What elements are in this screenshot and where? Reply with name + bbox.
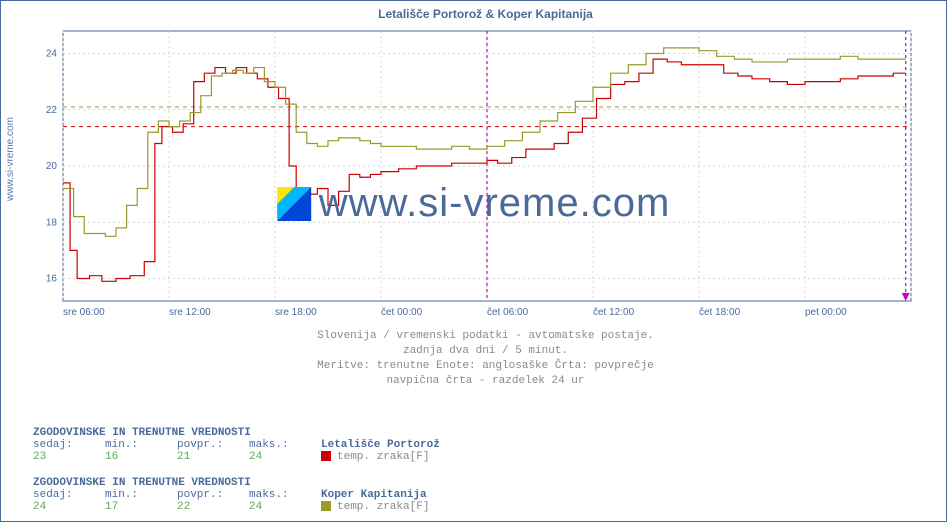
stats-labels-row: sedaj:min.:povpr.:maks.:Letališče Portor… <box>33 439 440 451</box>
stats-values-row: 24172224temp. zraka[F] <box>33 501 429 513</box>
series-name: Letališče Portorož <box>321 439 440 451</box>
stats-block-1: ZGODOVINSKE IN TRENUTNE VREDNOSTIsedaj:m… <box>33 427 440 463</box>
svg-text:sre 06:00: sre 06:00 <box>63 307 105 318</box>
stat-value: 24 <box>33 501 105 513</box>
stat-value: 23 <box>33 451 105 463</box>
stat-value: 24 <box>249 451 321 463</box>
series-sublabel: temp. zraka[F] <box>337 501 429 513</box>
stats-header: ZGODOVINSKE IN TRENUTNE VREDNOSTI <box>33 427 440 439</box>
stat-label: maks.: <box>249 439 321 451</box>
stat-label: min.: <box>105 489 177 501</box>
svg-text:čet 06:00: čet 06:00 <box>487 307 529 318</box>
stat-label: sedaj: <box>33 489 105 501</box>
caption-line: navpična črta - razdelek 24 ur <box>33 374 938 389</box>
svg-text:sre 18:00: sre 18:00 <box>275 307 317 318</box>
stat-label: min.: <box>105 439 177 451</box>
stat-value: 24 <box>249 501 321 513</box>
caption-line: Meritve: trenutne Enote: anglosaške Črta… <box>33 359 938 374</box>
source-url-sidebar: www.si-vreme.com <box>5 117 16 201</box>
svg-text:sre 12:00: sre 12:00 <box>169 307 211 318</box>
series-swatch <box>321 501 331 511</box>
stats-block-2: ZGODOVINSKE IN TRENUTNE VREDNOSTIsedaj:m… <box>33 477 429 513</box>
stat-label: sedaj: <box>33 439 105 451</box>
stat-label: povpr.: <box>177 489 249 501</box>
stats-header: ZGODOVINSKE IN TRENUTNE VREDNOSTI <box>33 477 429 489</box>
stats-labels-row: sedaj:min.:povpr.:maks.:Koper Kapitanija <box>33 489 429 501</box>
stat-value: 16 <box>105 451 177 463</box>
svg-text:pet 00:00: pet 00:00 <box>805 307 847 318</box>
svg-text:24: 24 <box>46 49 58 60</box>
svg-text:22: 22 <box>46 105 58 116</box>
stat-label: maks.: <box>249 489 321 501</box>
series-sublabel: temp. zraka[F] <box>337 451 429 463</box>
chart-container: Letališče Portorož & Koper Kapitanija 16… <box>33 7 938 388</box>
svg-text:čet 00:00: čet 00:00 <box>381 307 423 318</box>
stat-value: 21 <box>177 451 249 463</box>
svg-text:čet 12:00: čet 12:00 <box>593 307 635 318</box>
svg-text:20: 20 <box>46 161 58 172</box>
svg-text:18: 18 <box>46 217 58 228</box>
line-chart: 16 18 20 22 24 sre 06:00 sre 12:00 sre 18:00 čet… <box>33 25 923 325</box>
series-swatch <box>321 451 331 461</box>
svg-text:čet 18:00: čet 18:00 <box>699 307 741 318</box>
stat-label: povpr.: <box>177 439 249 451</box>
stat-value: 22 <box>177 501 249 513</box>
svg-text:16: 16 <box>46 274 58 285</box>
series-name: Koper Kapitanija <box>321 489 427 501</box>
caption-line: Slovenija / vremenski podatki - avtomats… <box>33 329 938 344</box>
chart-title: Letališče Portorož & Koper Kapitanija <box>33 7 938 21</box>
stat-value: 17 <box>105 501 177 513</box>
stats-values-row: 23162124 temp. zraka[F] <box>33 451 440 463</box>
chart-caption: Slovenija / vremenski podatki - avtomats… <box>33 329 938 388</box>
caption-line: zadnja dva dni / 5 minut. <box>33 344 938 359</box>
chart-frame: { "side_url": "www.si-vreme.com", "water… <box>0 0 947 522</box>
